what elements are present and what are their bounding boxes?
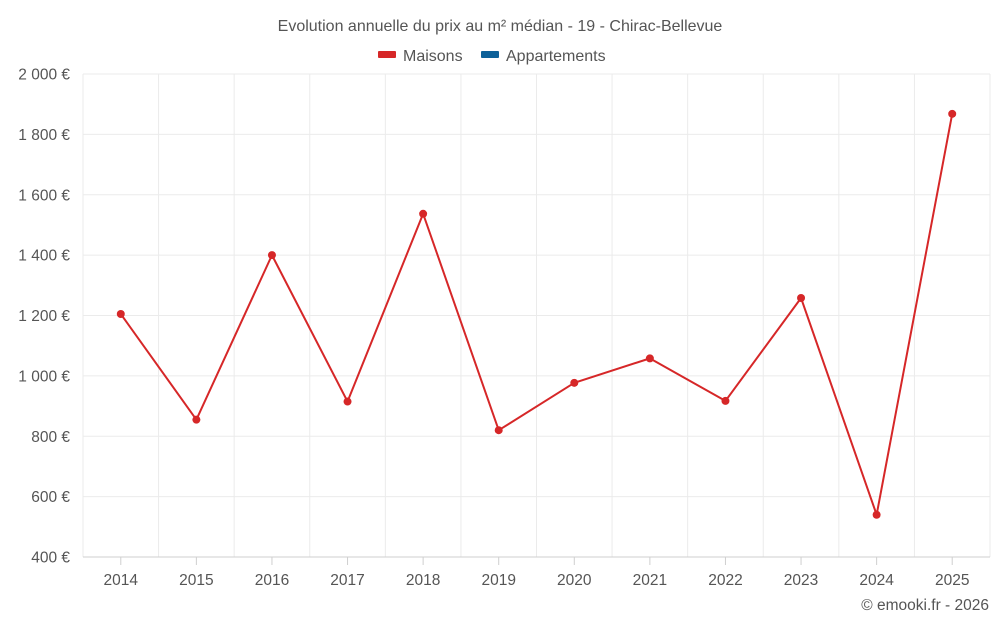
legend-item-maisons[interactable]: Maisons bbox=[378, 48, 463, 65]
y-tick-label: 600 € bbox=[31, 489, 70, 506]
data-point-2020[interactable] bbox=[570, 378, 579, 387]
legend-label-maisons: Maisons bbox=[403, 48, 463, 65]
chart-title: Evolution annuelle du prix au m² médian … bbox=[278, 18, 723, 35]
y-tick-label: 400 € bbox=[31, 550, 70, 567]
y-tick-label: 1 600 € bbox=[18, 187, 70, 204]
legend-swatch-appartements bbox=[481, 51, 499, 58]
x-tick-label: 2018 bbox=[406, 572, 440, 589]
x-tick-label: 2022 bbox=[708, 572, 742, 589]
y-tick-label: 1 200 € bbox=[18, 308, 70, 325]
x-tick-label: 2024 bbox=[859, 572, 894, 589]
x-tick-label: 2023 bbox=[784, 572, 818, 589]
data-point-2023[interactable] bbox=[797, 293, 806, 302]
x-tick-label: 2016 bbox=[255, 572, 289, 589]
data-point-2018[interactable] bbox=[419, 209, 428, 218]
series-line-maisons bbox=[119, 113, 954, 516]
data-point-2015[interactable] bbox=[192, 415, 201, 424]
y-axis: 400 € 600 € 800 € 1 000 € 1 200 € 1 400 € 1 60… bbox=[18, 67, 70, 567]
x-tick-label: 2014 bbox=[104, 572, 139, 589]
x-tick-label: 2019 bbox=[481, 572, 515, 589]
data-point-2019[interactable] bbox=[494, 426, 503, 435]
x-axis: 2014 2015 2016 2017 2018 2019 2020 2021 2022 2023… bbox=[83, 556, 990, 589]
legend-item-appartements[interactable]: Appartements bbox=[481, 48, 606, 65]
data-point-2021[interactable] bbox=[645, 354, 654, 363]
series-layer bbox=[116, 109, 957, 519]
data-point-2025[interactable] bbox=[948, 109, 957, 118]
data-point-2017[interactable] bbox=[343, 397, 352, 406]
x-tick-label: 2015 bbox=[179, 572, 213, 589]
x-tick-label: 2020 bbox=[557, 572, 592, 589]
y-tick-label: 2 000 € bbox=[18, 67, 70, 84]
credit-text: © emooki.fr - 2026 bbox=[861, 597, 989, 614]
data-point-2014[interactable] bbox=[116, 309, 125, 318]
data-point-2016[interactable] bbox=[267, 251, 276, 260]
data-point-2022[interactable] bbox=[721, 396, 730, 405]
x-tick-label: 2021 bbox=[633, 572, 667, 589]
data-point-2024[interactable] bbox=[872, 510, 881, 519]
y-tick-label: 1 000 € bbox=[18, 368, 70, 385]
legend-label-appartements: Appartements bbox=[506, 48, 606, 65]
legend-swatch-maisons bbox=[378, 51, 396, 58]
y-tick-label: 1 800 € bbox=[18, 127, 70, 144]
legend: Maisons Appartements bbox=[378, 48, 606, 65]
y-tick-label: 800 € bbox=[31, 429, 70, 446]
y-tick-label: 1 400 € bbox=[18, 248, 70, 265]
grid bbox=[82, 73, 991, 557]
x-tick-label: 2017 bbox=[330, 572, 364, 589]
x-tick-label: 2025 bbox=[935, 572, 969, 589]
